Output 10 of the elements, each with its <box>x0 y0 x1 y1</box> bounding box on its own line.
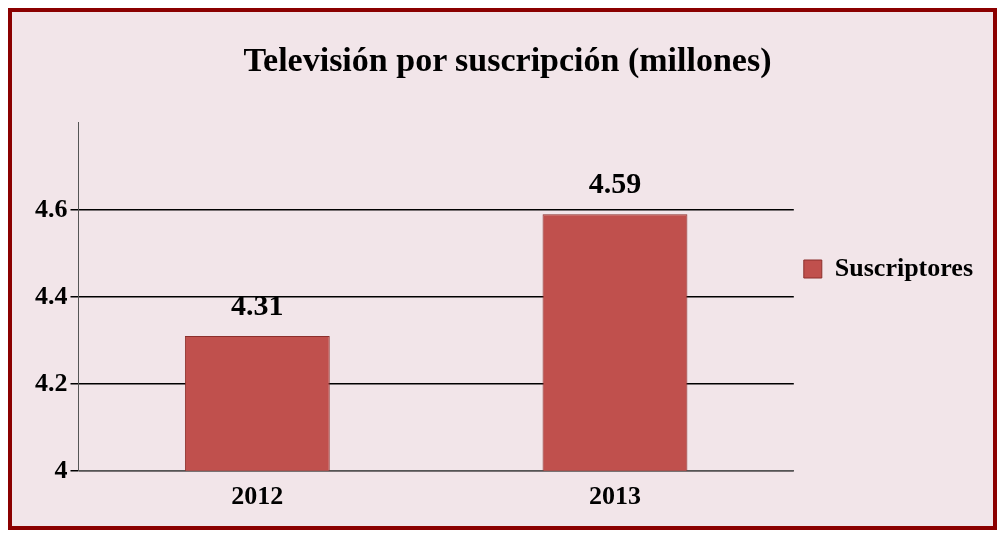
y-tick-label: 4 <box>54 454 68 484</box>
y-tick-label: 4.2 <box>35 367 68 397</box>
legend-label: Suscriptores <box>834 252 974 282</box>
y-tick-label: 4.6 <box>35 193 68 223</box>
chart-title: Televisión por suscripción (millones) <box>243 41 772 80</box>
x-tick-label: 2013 <box>588 481 641 511</box>
data-label: 4.31 <box>231 287 284 321</box>
data-label: 4.59 <box>588 165 642 199</box>
y-tick-label: 4.4 <box>35 280 68 310</box>
x-tick-label: 2012 <box>231 481 284 511</box>
